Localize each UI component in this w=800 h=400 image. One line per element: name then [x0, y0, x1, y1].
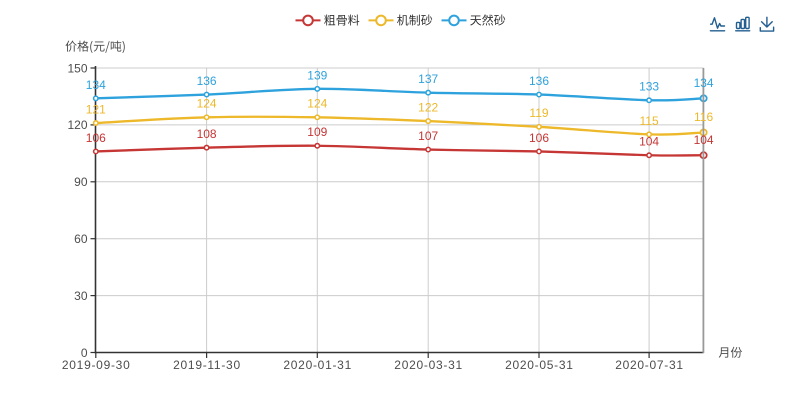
svg-text:116: 116 [694, 110, 713, 124]
svg-text:0: 0 [81, 346, 88, 360]
svg-text:106: 106 [529, 131, 549, 145]
svg-text:2019-11-30: 2019-11-30 [173, 358, 241, 372]
svg-text:119: 119 [529, 106, 548, 120]
svg-text:150: 150 [67, 61, 87, 75]
svg-text:133: 133 [639, 80, 659, 94]
svg-text:90: 90 [74, 175, 88, 189]
svg-text:134: 134 [694, 76, 714, 90]
svg-text:2019-09-30: 2019-09-30 [62, 358, 131, 372]
svg-text:115: 115 [640, 114, 659, 128]
svg-text:2020-05-31: 2020-05-31 [505, 358, 574, 372]
svg-text:136: 136 [197, 74, 217, 88]
svg-text:2020-03-31: 2020-03-31 [394, 358, 463, 372]
svg-text:122: 122 [418, 101, 438, 115]
svg-text:121: 121 [86, 102, 106, 116]
svg-text:139: 139 [307, 68, 327, 82]
svg-text:120: 120 [67, 118, 87, 132]
svg-text:104: 104 [694, 133, 714, 147]
svg-text:106: 106 [86, 131, 106, 145]
svg-text:109: 109 [307, 125, 327, 139]
svg-text:2020-07-31: 2020-07-31 [615, 358, 684, 372]
svg-text:30: 30 [74, 289, 88, 303]
svg-text:104: 104 [639, 135, 659, 149]
svg-text:108: 108 [197, 127, 217, 141]
svg-text:2020-01-31: 2020-01-31 [283, 358, 352, 372]
svg-text:134: 134 [86, 78, 106, 92]
svg-text:124: 124 [307, 97, 327, 111]
svg-text:60: 60 [74, 232, 88, 246]
svg-text:136: 136 [529, 74, 549, 88]
svg-text:137: 137 [418, 72, 438, 86]
svg-text:124: 124 [197, 97, 217, 111]
svg-text:107: 107 [418, 129, 438, 143]
